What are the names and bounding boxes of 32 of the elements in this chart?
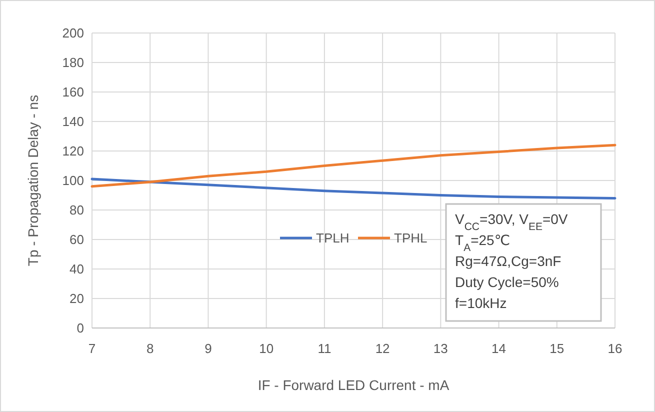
x-tick-label: 14	[492, 341, 506, 356]
line-series	[90, 178, 616, 200]
legend-label: TPHL	[394, 230, 428, 246]
y-tick-label: 20	[70, 291, 84, 306]
legend-label: TPLH	[316, 230, 350, 246]
y-tick-label: 160	[62, 84, 84, 100]
annotation: T$_{A}$=25℃	[455, 232, 510, 254]
x-tick-label: 12	[375, 341, 390, 356]
line-series	[90, 144, 616, 188]
annotation: Duty Cycle=50%	[455, 274, 559, 290]
y-tick-label: 60	[70, 232, 84, 248]
y-tick-label: 120	[62, 144, 84, 159]
y-tick-label: 180	[62, 55, 84, 70]
x-tick-label: 9	[204, 341, 212, 356]
annotation: f=10kHz	[455, 295, 507, 311]
y-tick-label: 0	[76, 320, 84, 336]
x-tick-label: 13	[433, 341, 448, 356]
y-tick-label: 200	[62, 26, 84, 41]
x-axis-title: IF - Forward LED Current - mA	[258, 377, 450, 393]
y-tick-label: 140	[62, 114, 84, 130]
annotation: V$_{CC}$=30V, V$_{EE}$=0V	[455, 211, 568, 233]
y-tick-label: 100	[62, 173, 84, 188]
x-tick-label: 8	[146, 341, 154, 356]
y-axis-title: Tp - Propagation Delay - ns	[25, 94, 41, 266]
y-tick-label: 80	[70, 202, 84, 218]
x-tick-label: 7	[88, 341, 96, 356]
annotation: Rg=47Ω,Cg=3nF	[455, 253, 562, 269]
x-tick-label: 16	[608, 341, 622, 356]
y-tick-label: 40	[70, 262, 84, 277]
x-tick-label: 11	[318, 341, 332, 356]
x-tick-label: 10	[259, 341, 274, 356]
x-tick-label: 15	[550, 341, 564, 356]
